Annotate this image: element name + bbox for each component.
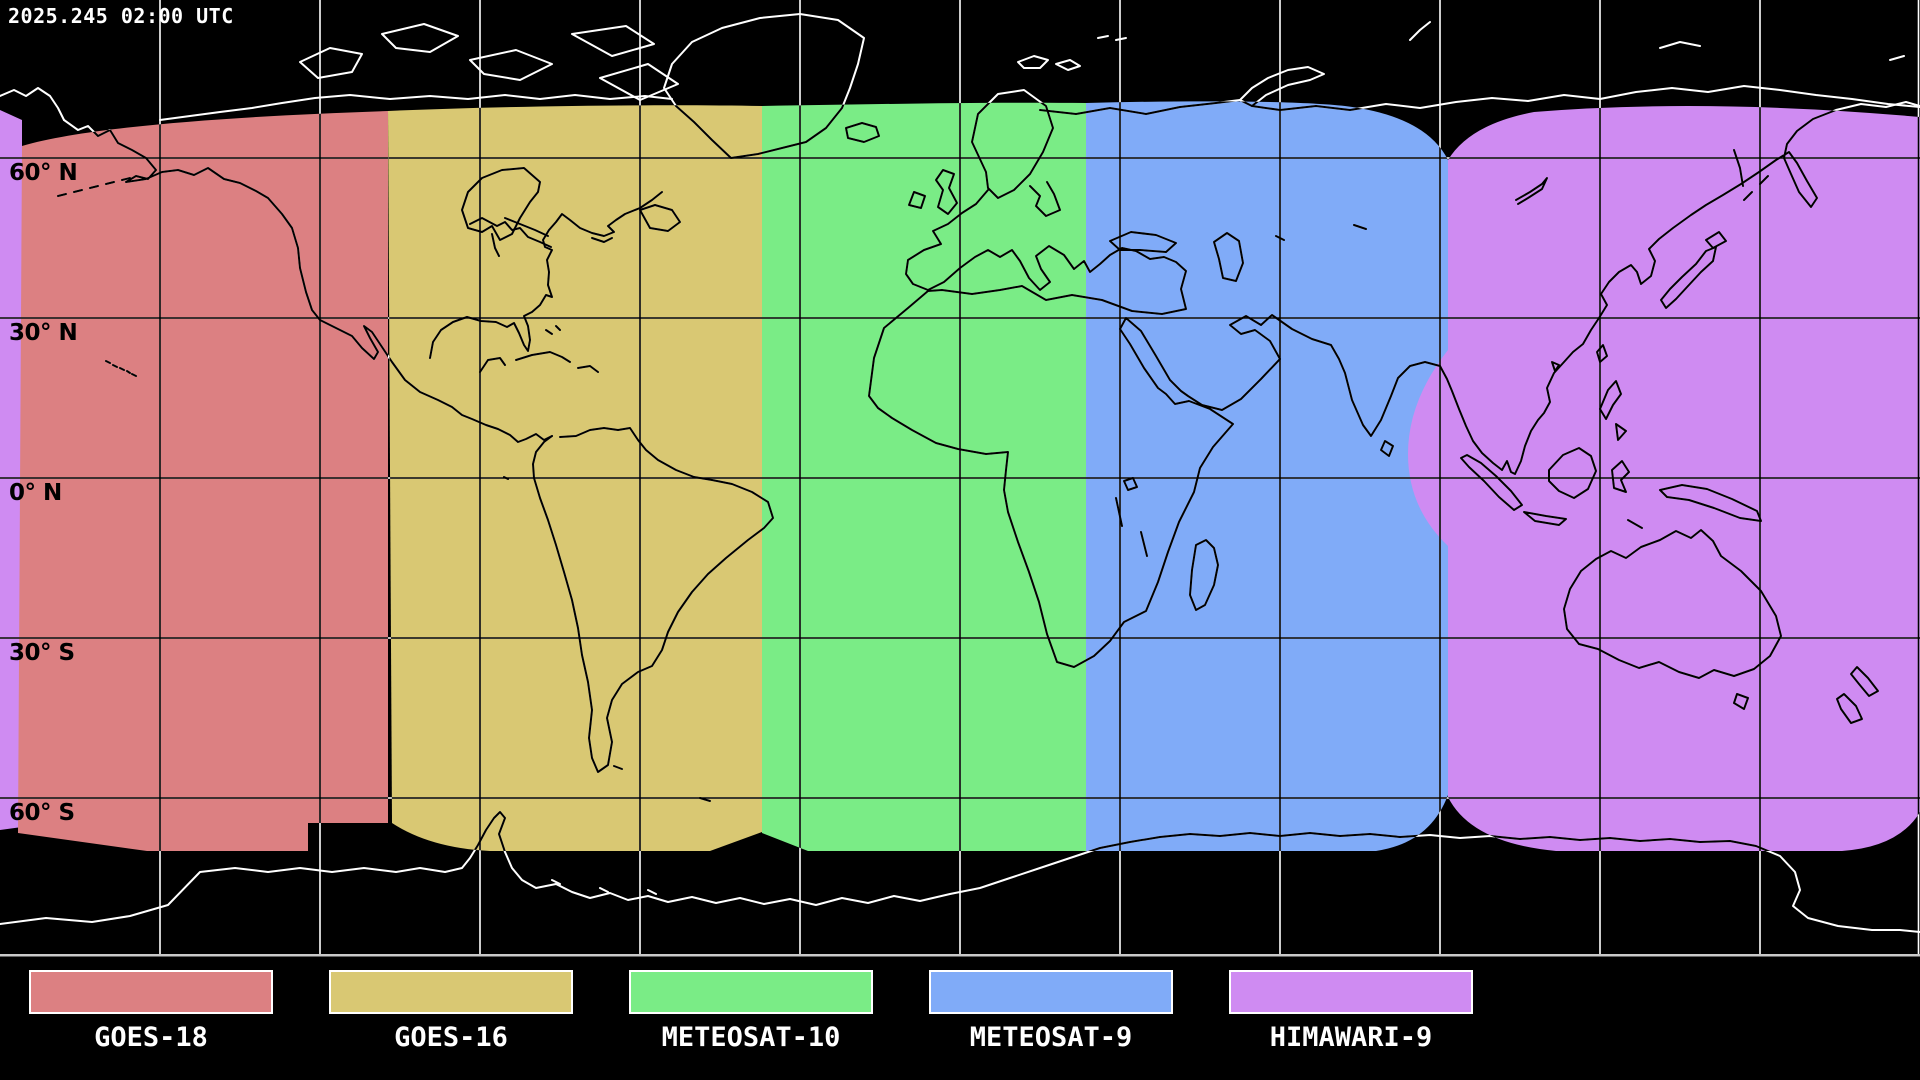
legend-label-goes-16: GOES-16 — [394, 1022, 508, 1053]
satellite-legend: GOES-18 GOES-16 METEOSAT-10 METEOSAT-9 H… — [0, 958, 1920, 1080]
legend-item-meteosat-10: METEOSAT-10 — [628, 970, 874, 1053]
legend-label-himawari-9: HIMAWARI-9 — [1269, 1022, 1433, 1053]
timestamp: 2025.245 02:00 UTC — [8, 4, 234, 28]
region-goes18 — [18, 111, 388, 851]
legend-swatch-goes-18 — [29, 970, 273, 1014]
legend-label-goes-18: GOES-18 — [94, 1022, 208, 1053]
coverage-map-svg — [0, 0, 1920, 958]
legend-swatch-meteosat-10 — [629, 970, 873, 1014]
legend-swatch-himawari-9 — [1229, 970, 1473, 1014]
latitude-label-30s: 30° S — [9, 640, 75, 666]
map-bottom-border — [0, 954, 1920, 957]
latitude-label-30n: 30° N — [9, 320, 78, 346]
legend-label-meteosat-9: METEOSAT-9 — [969, 1022, 1133, 1053]
legend-item-meteosat-9: METEOSAT-9 — [928, 970, 1174, 1053]
legend-swatch-meteosat-9 — [929, 970, 1173, 1014]
legend-item-goes-18: GOES-18 — [28, 970, 274, 1053]
legend-label-meteosat-10: METEOSAT-10 — [661, 1022, 841, 1053]
region-meteosat9 — [1086, 101, 1448, 851]
region-meteosat10 — [762, 102, 1086, 852]
latitude-label-60n: 60° N — [9, 160, 78, 186]
latitude-label-60s: 60° S — [9, 800, 75, 826]
world-coverage-map: 2025.245 02:00 UTC 60° N 30° N 0° N 30° … — [0, 0, 1920, 958]
legend-item-goes-16: GOES-16 — [328, 970, 574, 1053]
legend-item-himawari-9: HIMAWARI-9 — [1228, 970, 1474, 1053]
legend-swatch-goes-16 — [329, 970, 573, 1014]
latitude-label-0n: 0° N — [9, 480, 62, 506]
